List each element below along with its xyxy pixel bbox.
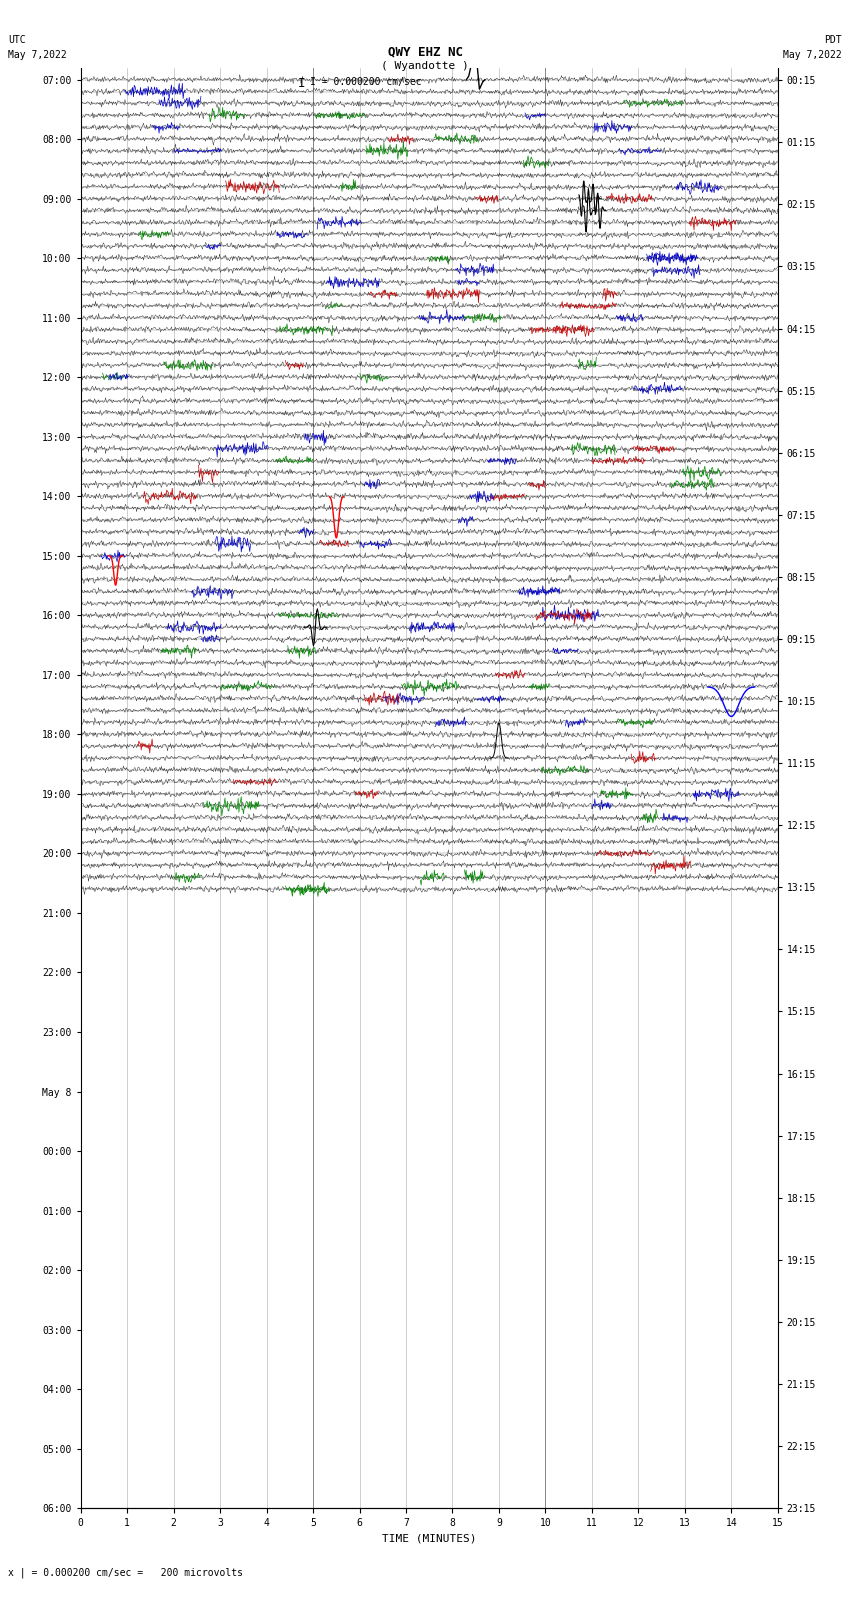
Text: May 7,2022: May 7,2022: [8, 50, 67, 60]
X-axis label: TIME (MINUTES): TIME (MINUTES): [382, 1534, 477, 1544]
Text: ( Wyandotte ): ( Wyandotte ): [381, 61, 469, 71]
Text: x | = 0.000200 cm/sec =   200 microvolts: x | = 0.000200 cm/sec = 200 microvolts: [8, 1566, 243, 1578]
Text: May 7,2022: May 7,2022: [783, 50, 842, 60]
Text: PDT: PDT: [824, 35, 842, 45]
Text: UTC: UTC: [8, 35, 26, 45]
Text: QWY EHZ NC: QWY EHZ NC: [388, 45, 462, 58]
Text: I: I: [298, 77, 305, 90]
Text: I = 0.000200 cm/sec: I = 0.000200 cm/sec: [310, 77, 422, 87]
